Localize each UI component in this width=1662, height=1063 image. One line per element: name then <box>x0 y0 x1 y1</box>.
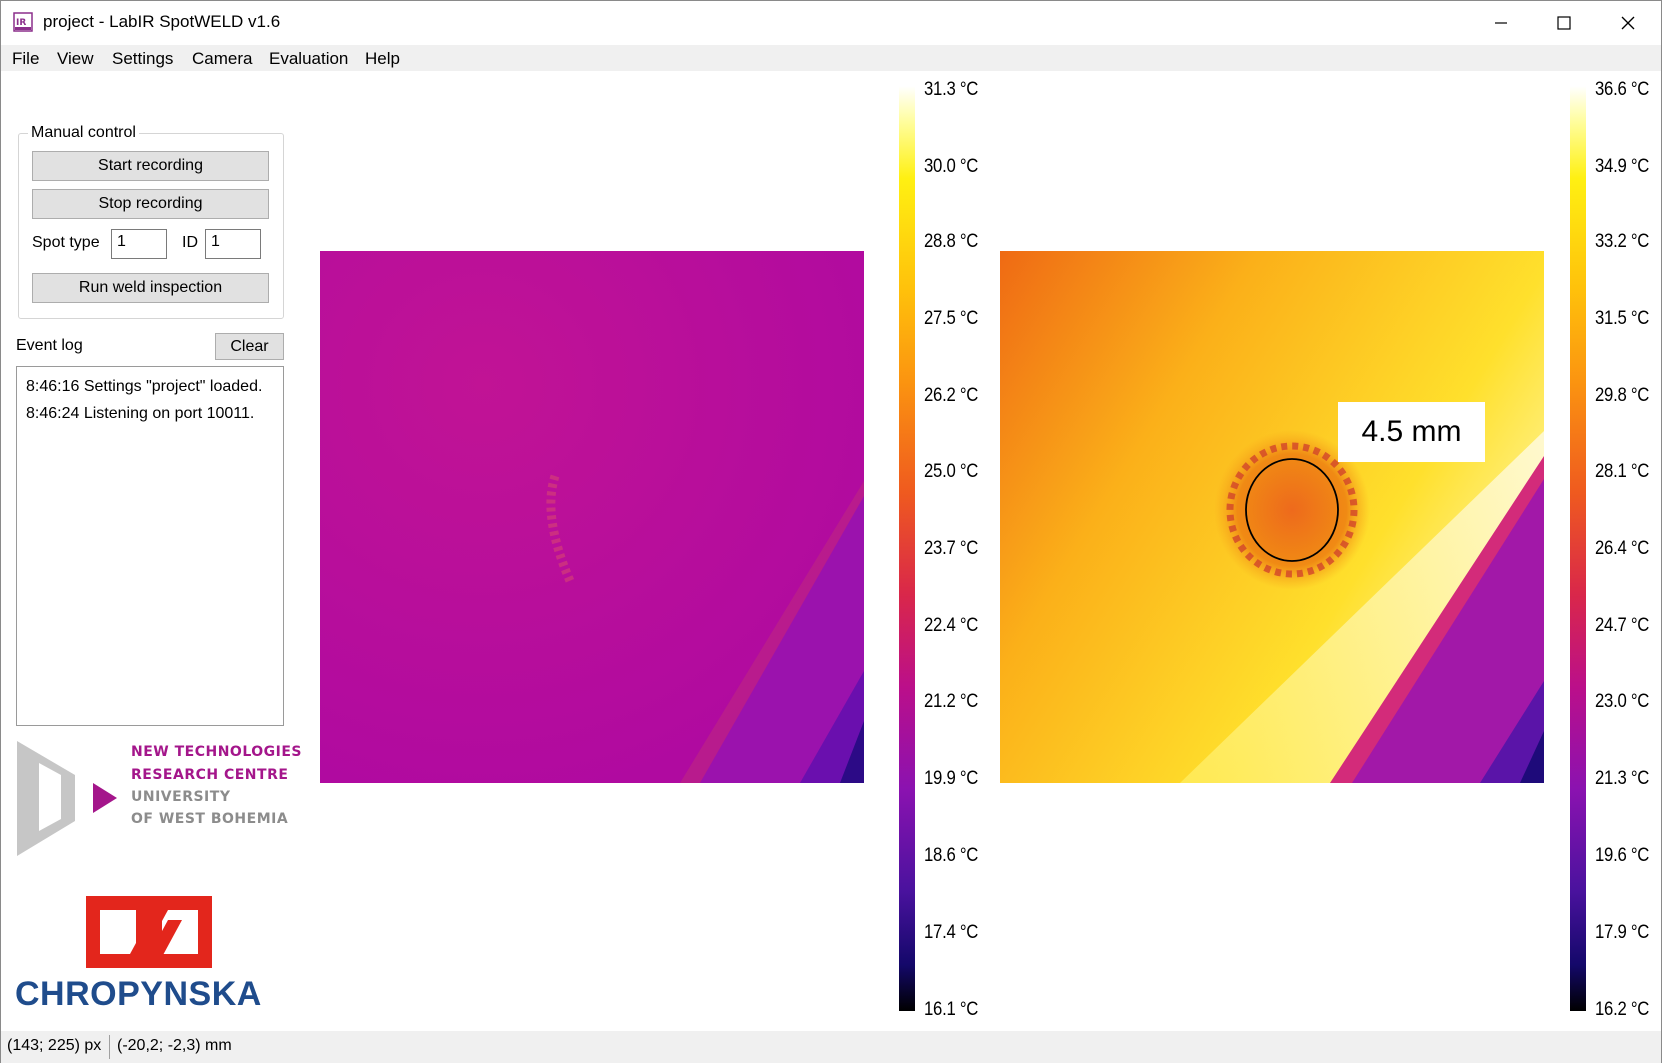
status-mm-coords: (-20,2; -2,3) mm <box>117 1037 232 1054</box>
svg-text:IR: IR <box>16 18 26 28</box>
title-bar: IR project - LabIR SpotWELD v1.6 <box>1 1 1661 45</box>
scale-right-label: 23.0 °C <box>1595 691 1650 712</box>
scale-right-label: 34.9 °C <box>1595 156 1650 177</box>
scale-left-label: 16.1 °C <box>924 999 979 1020</box>
scale-left-label: 25.0 °C <box>924 461 979 482</box>
scale-left-label: 23.7 °C <box>924 538 979 559</box>
chropynska-logo-text: CHROPYNSKA <box>15 975 262 1013</box>
scale-left-label: 28.8 °C <box>924 231 979 252</box>
event-log-list[interactable]: 8:46:16 Settings "project" loaded. 8:46:… <box>16 366 284 726</box>
menu-view[interactable]: View <box>57 49 94 68</box>
scale-left-label: 30.0 °C <box>924 156 979 177</box>
menu-help[interactable]: Help <box>365 49 400 68</box>
thermal-image-left[interactable] <box>320 251 864 783</box>
ntrc-logo: NEW TECHNOLOGIES RESEARCH CENTRE UNIVERS… <box>15 741 302 856</box>
maximize-button[interactable] <box>1533 1 1595 45</box>
scale-left-label: 18.6 °C <box>924 845 979 866</box>
id-input[interactable]: 1 <box>205 229 261 259</box>
scale-right-label: 19.6 °C <box>1595 845 1650 866</box>
menu-evaluation[interactable]: Evaluation <box>269 49 349 68</box>
log-entry: 8:46:16 Settings "project" loaded. <box>26 378 263 395</box>
maximize-icon <box>1557 16 1571 30</box>
ntrc-line-1: NEW TECHNOLOGIES <box>131 744 302 760</box>
scale-right-label: 24.7 °C <box>1595 615 1650 636</box>
chropynska-emblem-icon <box>86 896 212 968</box>
scale-right-label: 26.4 °C <box>1595 538 1650 559</box>
scale-left-label: 17.4 °C <box>924 922 979 943</box>
clear-log-button[interactable]: Clear <box>215 333 284 360</box>
menu-camera[interactable]: Camera <box>192 49 253 68</box>
scale-left-label: 21.2 °C <box>924 691 979 712</box>
scale-left-label: 22.4 °C <box>924 615 979 636</box>
thermal-image-left-overlay <box>320 251 864 783</box>
minimize-icon <box>1495 22 1507 24</box>
scale-right-label: 16.2 °C <box>1595 999 1650 1020</box>
status-bar: (143; 225) px (-20,2; -2,3) mm <box>1 1031 1661 1063</box>
scale-left-label: 26.2 °C <box>924 385 979 406</box>
close-button[interactable] <box>1597 1 1659 45</box>
status-pixel-coords: (143; 225) px <box>7 1037 102 1054</box>
thermal-image-right-overlay <box>1000 251 1544 783</box>
run-weld-inspection-button[interactable]: Run weld inspection <box>32 273 269 303</box>
scale-right-label: 31.5 °C <box>1595 308 1650 329</box>
ntrc-emblem-icon <box>17 741 117 856</box>
scale-left-label: 31.3 °C <box>924 79 979 100</box>
scale-right-label: 21.3 °C <box>1595 768 1650 789</box>
scale-left-label: 19.9 °C <box>924 768 979 789</box>
id-label: ID <box>182 234 198 251</box>
manual-control-group: Manual control Start recording Stop reco… <box>18 124 284 319</box>
scale-right-label: 28.1 °C <box>1595 461 1650 482</box>
labir-app-icon: IR <box>13 12 33 32</box>
spot-type-input[interactable]: 1 <box>111 229 167 259</box>
scale-right-label: 29.8 °C <box>1595 385 1650 406</box>
scale-right-label: 33.2 °C <box>1595 231 1650 252</box>
stop-recording-button[interactable]: Stop recording <box>32 189 269 219</box>
window-title: project - LabIR SpotWELD v1.6 <box>43 12 281 31</box>
menu-bar: File View Settings Camera Evaluation Hel… <box>1 45 1661 71</box>
weld-spot-marker <box>1245 458 1339 562</box>
ntrc-line-2: RESEARCH CENTRE <box>131 767 289 783</box>
manual-control-title: Manual control <box>28 124 139 142</box>
thermal-image-right[interactable] <box>1000 251 1544 783</box>
close-icon <box>1621 16 1635 30</box>
minimize-button[interactable] <box>1470 1 1532 45</box>
color-scale-right <box>1570 86 1586 1011</box>
ntrc-line-3: UNIVERSITY <box>131 789 231 805</box>
main-content: Manual control Start recording Stop reco… <box>1 71 1661 1031</box>
weld-diameter-label: 4.5 mm <box>1338 402 1485 462</box>
menu-settings[interactable]: Settings <box>112 49 174 68</box>
scale-left-label: 27.5 °C <box>924 308 979 329</box>
spot-type-label: Spot type <box>32 234 100 251</box>
menu-file[interactable]: File <box>12 49 40 68</box>
start-recording-button[interactable]: Start recording <box>32 151 269 181</box>
event-log-label: Event log <box>16 337 83 354</box>
ntrc-line-4: OF WEST BOHEMIA <box>131 811 289 827</box>
scale-right-label: 17.9 °C <box>1595 922 1650 943</box>
status-separator <box>109 1035 110 1059</box>
color-scale-left <box>899 86 915 1011</box>
log-entry: 8:46:24 Listening on port 10011. <box>26 405 255 422</box>
scale-right-label: 36.6 °C <box>1595 79 1650 100</box>
